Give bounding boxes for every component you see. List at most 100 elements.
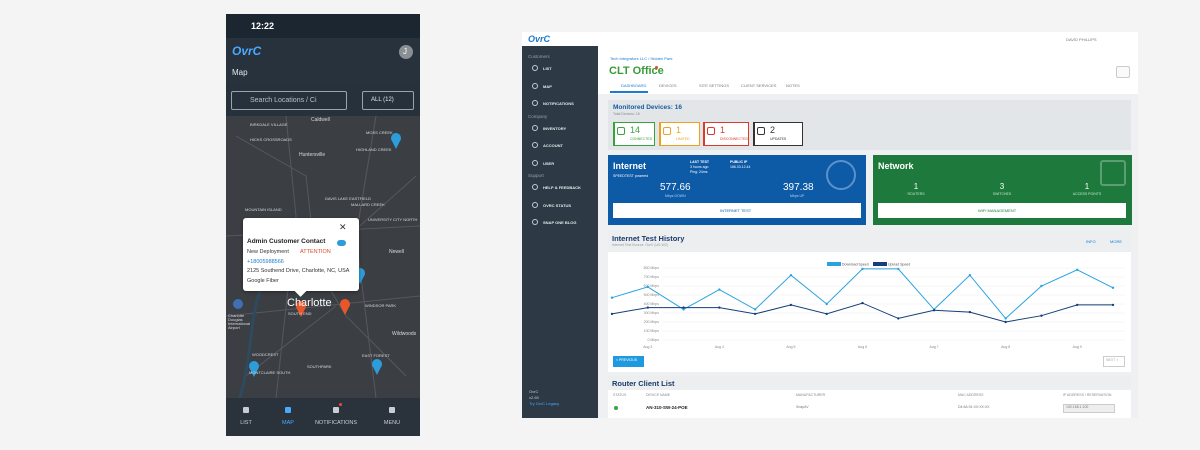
status-time: 12:22	[251, 21, 275, 31]
breadcrumb[interactable]: Tech Integrators LLC / Hidden Park	[610, 56, 673, 61]
column-header[interactable]: IP ADDRESS / RESERVATION	[1063, 393, 1112, 397]
value: 166.33.12.44	[730, 165, 751, 169]
tab[interactable]: NOTES	[786, 83, 800, 88]
column-header[interactable]: MAC ADDRESS	[958, 393, 984, 397]
status-count: 1	[676, 125, 682, 135]
stat-label: SWITCHES	[992, 192, 1012, 196]
button-label[interactable]: WIFI MANAGEMENT	[978, 208, 1017, 213]
search-placeholder[interactable]: Search Locations / Ci	[250, 97, 317, 104]
stat-value: 1	[1084, 182, 1090, 191]
map-label: BIRKDALE VILLAGE	[250, 122, 288, 127]
nav-label[interactable]: LIST	[240, 420, 252, 426]
stat-value: 3	[999, 182, 1005, 191]
status-icon	[757, 127, 765, 135]
sidebar-icon	[532, 142, 538, 148]
sidebar-footer: v2.69	[529, 395, 539, 400]
nav-label[interactable]: NOTIFICATIONS	[314, 420, 358, 426]
tab[interactable]: DEVICES	[659, 83, 677, 88]
sidebar-footer: OvrC	[529, 389, 539, 394]
map-label: UNIVERSITY CITY NORTH	[368, 217, 418, 222]
filter-label[interactable]: ALL (12)	[371, 97, 394, 103]
nav-icon	[333, 407, 339, 413]
popup-status: ATTENTION	[300, 249, 331, 255]
map-pin[interactable]	[391, 133, 401, 149]
button-label[interactable]: INTERNET TEST	[720, 208, 752, 213]
button-label[interactable]: < PREVIOUS	[616, 358, 638, 362]
tab[interactable]: SITE SETTINGS	[699, 83, 730, 88]
sidebar-item[interactable]: LIST	[543, 66, 552, 71]
sidebar-item[interactable]: USER	[543, 160, 555, 166]
next-button[interactable]	[1103, 356, 1125, 367]
upload-speed: 397.38	[783, 182, 814, 193]
button-label[interactable]: NEXT >	[1106, 358, 1119, 362]
status-label: DISCONNECTED	[720, 137, 749, 141]
map-label: HIGHLAND CREEK	[356, 147, 392, 152]
sidebar-footer[interactable]: Try OvrC Legacy	[529, 401, 560, 406]
search-input[interactable]	[231, 91, 347, 110]
router-icon	[1100, 160, 1126, 186]
sidebar-item[interactable]: INVENTORY	[543, 125, 567, 131]
card-title: Network	[878, 161, 914, 171]
map-pin[interactable]	[249, 361, 259, 377]
page-title: CLT Office	[609, 65, 664, 77]
sidebar-item[interactable]: SNAP ONE BLOG	[543, 220, 577, 225]
phone-header	[226, 38, 420, 84]
sidebar-item[interactable]: MAP	[543, 83, 552, 89]
cell: SnapAV	[796, 405, 809, 409]
status-label: LIMITED	[676, 137, 690, 141]
sidebar-item[interactable]: HELP & FEEDBACK	[543, 185, 581, 190]
page-title: Map	[232, 68, 248, 77]
sidebar-section: Support	[528, 173, 544, 178]
alert-dot	[655, 66, 658, 69]
link[interactable]: MORE	[1110, 239, 1122, 244]
map-label: MOSS CREEK	[366, 130, 393, 135]
popup-title: Admin Customer Contact	[247, 238, 326, 245]
logo: OvrC	[232, 44, 262, 58]
map-label: SOUTH END	[288, 311, 312, 316]
status-icon	[617, 127, 625, 135]
map-label: Charlotte Douglas International Airport	[228, 313, 251, 330]
popup-close[interactable]: ✕	[339, 222, 347, 232]
nav-label[interactable]: MAP	[282, 420, 294, 426]
map-pin[interactable]	[340, 299, 350, 315]
label: PUBLIC IP	[730, 160, 748, 164]
sidebar-item[interactable]: OVRC STATUS	[543, 202, 572, 208]
menu-button[interactable]	[1116, 66, 1130, 78]
popup-isp: Google Fiber	[247, 278, 279, 284]
previous-button[interactable]	[613, 356, 644, 367]
avatar-initial: J	[403, 47, 407, 56]
sidebar-item[interactable]: NOTIFICATIONS	[543, 101, 574, 106]
tab[interactable]: DASHBOARD	[621, 83, 647, 88]
tab-underline	[610, 91, 648, 93]
user-name[interactable]: DAVID PHILLIPS	[1066, 37, 1097, 42]
map-label: DAVIS LAKE EASTFIELD	[325, 196, 371, 201]
status-dot	[614, 406, 618, 410]
popup-phone[interactable]: +18005988566	[247, 259, 284, 265]
wifi-management-button[interactable]	[878, 203, 1126, 218]
avatar[interactable]	[399, 45, 413, 59]
sidebar-item[interactable]: ACCOUNT	[543, 143, 563, 148]
map-pin[interactable]	[296, 301, 306, 317]
map-pin[interactable]	[372, 359, 382, 375]
column-header[interactable]: STATUS	[613, 393, 627, 397]
tab[interactable]: CLIENT SERVICES	[741, 83, 777, 88]
status-icon	[707, 127, 715, 135]
map-label: Newell	[389, 249, 405, 255]
status-icon	[663, 127, 671, 135]
nav-label[interactable]: MENU	[383, 420, 401, 426]
column-header[interactable]: DEVICE NAME	[646, 393, 671, 397]
status-label: UPDATES	[770, 137, 787, 141]
link[interactable]: INFO	[1086, 239, 1096, 244]
popup	[243, 218, 359, 291]
panel-subtitle: Total Devices: 16	[613, 112, 640, 116]
sidebar	[522, 46, 598, 418]
internet-test-button[interactable]	[613, 203, 861, 218]
map-label: MONTCLAIRE SOUTH	[249, 370, 291, 375]
map-label: HICKS CROSSROADS	[250, 137, 292, 142]
download-speed: 577.66	[660, 182, 691, 193]
filter-select[interactable]	[362, 91, 414, 110]
column-header[interactable]: MANUFACTURER	[796, 393, 826, 397]
ip-field[interactable]	[1063, 404, 1115, 413]
map-label: WOODCREST	[252, 352, 279, 357]
